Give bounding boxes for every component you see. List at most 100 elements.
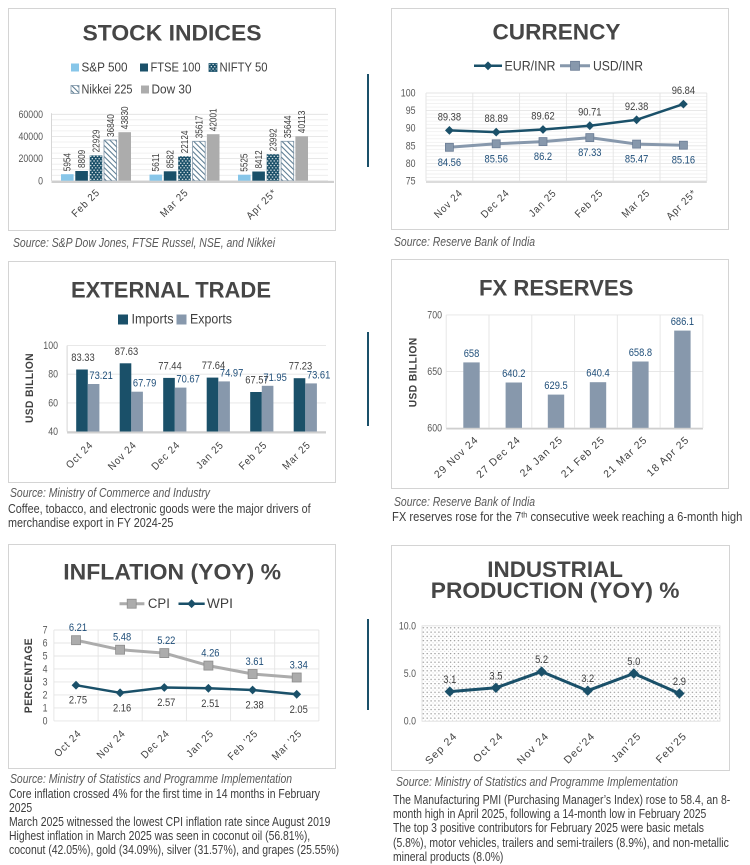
svg-text:42001: 42001 [209, 108, 220, 131]
svg-text:0: 0 [43, 715, 48, 727]
svg-text:Oct 24: Oct 24 [471, 730, 506, 765]
svg-text:27 Dec 24: 27 Dec 24 [474, 434, 523, 481]
svg-text:4.26: 4.26 [201, 648, 219, 660]
svg-text:40113: 40113 [297, 110, 308, 133]
svg-text:23992: 23992 [268, 128, 279, 151]
svg-text:8582: 8582 [166, 150, 177, 169]
svg-text:96.84: 96.84 [672, 85, 695, 97]
svg-text:S&P 500: S&P 500 [82, 60, 128, 75]
svg-text:1: 1 [43, 702, 48, 714]
svg-text:100: 100 [401, 88, 416, 100]
svg-text:Jan 25: Jan 25 [184, 728, 217, 761]
svg-text:700: 700 [427, 309, 442, 321]
svg-text:5.22: 5.22 [157, 635, 175, 647]
svg-text:84.56: 84.56 [438, 157, 461, 169]
svg-text:Mar 25: Mar 25 [158, 187, 191, 220]
svg-text:STOCK INDICES: STOCK INDICES [83, 21, 262, 46]
svg-text:640.2: 640.2 [502, 368, 525, 380]
svg-text:85: 85 [406, 140, 416, 152]
svg-text:Oct 24: Oct 24 [64, 439, 96, 471]
svg-text:FX RESERVES: FX RESERVES [479, 276, 633, 301]
svg-text:7: 7 [43, 625, 48, 637]
svg-text:Dec 24: Dec 24 [139, 728, 173, 762]
svg-text:Sep 24: Sep 24 [423, 730, 460, 767]
svg-text:Dec 24: Dec 24 [479, 187, 513, 221]
svg-text:5525: 5525 [240, 153, 251, 172]
svg-text:Nikkei 225: Nikkei 225 [82, 82, 133, 97]
svg-text:Nov 24: Nov 24 [95, 728, 129, 762]
svg-text:Mar 25: Mar 25 [280, 439, 313, 472]
svg-text:PRODUCTION (YOY) %: PRODUCTION (YOY) % [431, 578, 680, 603]
svg-text:Feb 25: Feb 25 [573, 187, 606, 220]
svg-text:87.63: 87.63 [115, 346, 138, 358]
svg-text:35644: 35644 [283, 115, 294, 138]
svg-text:90: 90 [406, 123, 416, 135]
svg-text:85.47: 85.47 [625, 154, 648, 166]
svg-text:100: 100 [43, 340, 58, 352]
svg-text:686.1: 686.1 [671, 316, 694, 328]
svg-text:EUR/INR: EUR/INR [505, 59, 556, 74]
svg-text:86.2: 86.2 [534, 151, 552, 163]
svg-text:80: 80 [406, 158, 416, 170]
svg-text:Nov 24: Nov 24 [432, 187, 466, 221]
svg-text:2.38: 2.38 [246, 700, 264, 712]
svg-text:Dow 30: Dow 30 [152, 82, 192, 97]
svg-text:INFLATION (YOY) %: INFLATION (YOY) % [63, 560, 281, 585]
svg-text:2.05: 2.05 [290, 704, 308, 716]
svg-text:Jan 25: Jan 25 [194, 439, 227, 472]
svg-text:60: 60 [48, 397, 58, 409]
svg-text:Dec'24: Dec'24 [562, 730, 598, 766]
svg-text:43830: 43830 [120, 106, 131, 129]
svg-text:3.5: 3.5 [489, 670, 502, 682]
svg-text:90.71: 90.71 [578, 107, 601, 119]
svg-text:Imports: Imports [132, 312, 174, 327]
svg-text:USD/INR: USD/INR [593, 59, 643, 74]
svg-text:0.0: 0.0 [404, 716, 416, 728]
svg-text:Feb'25: Feb'25 [654, 730, 690, 766]
svg-text:3: 3 [43, 676, 48, 688]
svg-text:650: 650 [427, 366, 442, 378]
svg-text:640.4: 640.4 [586, 368, 609, 380]
svg-text:USD BILLION: USD BILLION [407, 337, 419, 407]
svg-text:0: 0 [38, 175, 43, 187]
svg-text:29 Nov 24: 29 Nov 24 [432, 434, 481, 481]
svg-text:40000: 40000 [19, 131, 44, 143]
svg-text:PERCENTAGE: PERCENTAGE [23, 638, 35, 713]
svg-text:Jan 25: Jan 25 [527, 187, 560, 220]
svg-text:89.38: 89.38 [438, 111, 461, 123]
svg-text:18 Apr 25: 18 Apr 25 [645, 434, 692, 479]
svg-text:2.16: 2.16 [113, 702, 131, 714]
svg-text:35617: 35617 [194, 115, 205, 138]
svg-text:629.5: 629.5 [544, 380, 567, 392]
svg-text:4: 4 [43, 663, 48, 675]
svg-text:36840: 36840 [106, 114, 117, 137]
svg-text:70.67: 70.67 [176, 374, 199, 386]
svg-text:Mar 25: Mar 25 [619, 187, 652, 220]
svg-text:Nov 24: Nov 24 [515, 730, 552, 767]
svg-text:CURRENCY: CURRENCY [493, 20, 621, 45]
svg-text:Feb 25: Feb 25 [69, 187, 102, 220]
svg-text:Exports: Exports [190, 312, 232, 327]
svg-text:Feb '25: Feb '25 [226, 728, 261, 763]
svg-text:21 Feb 25: 21 Feb 25 [559, 434, 608, 480]
svg-text:71.95: 71.95 [263, 372, 286, 384]
svg-text:2.75: 2.75 [69, 695, 87, 707]
svg-text:5.0: 5.0 [627, 656, 640, 668]
svg-text:60000: 60000 [19, 109, 44, 121]
svg-text:Jan'25: Jan'25 [609, 730, 644, 765]
svg-text:5.48: 5.48 [113, 632, 131, 644]
svg-text:85.16: 85.16 [672, 155, 695, 167]
svg-text:89.62: 89.62 [531, 111, 554, 123]
svg-text:658.8: 658.8 [629, 347, 652, 359]
svg-text:95: 95 [406, 105, 416, 117]
svg-text:73.21: 73.21 [89, 370, 112, 382]
svg-text:Apr 25*: Apr 25* [244, 187, 279, 222]
svg-text:658: 658 [464, 348, 480, 360]
svg-text:Mar '25: Mar '25 [270, 728, 305, 763]
svg-text:22124: 22124 [180, 130, 191, 153]
svg-text:NIFTY 50: NIFTY 50 [220, 60, 268, 75]
svg-text:10.0: 10.0 [399, 620, 416, 632]
svg-text:2.51: 2.51 [201, 698, 219, 710]
svg-text:40: 40 [48, 426, 58, 438]
svg-text:80: 80 [48, 369, 58, 381]
